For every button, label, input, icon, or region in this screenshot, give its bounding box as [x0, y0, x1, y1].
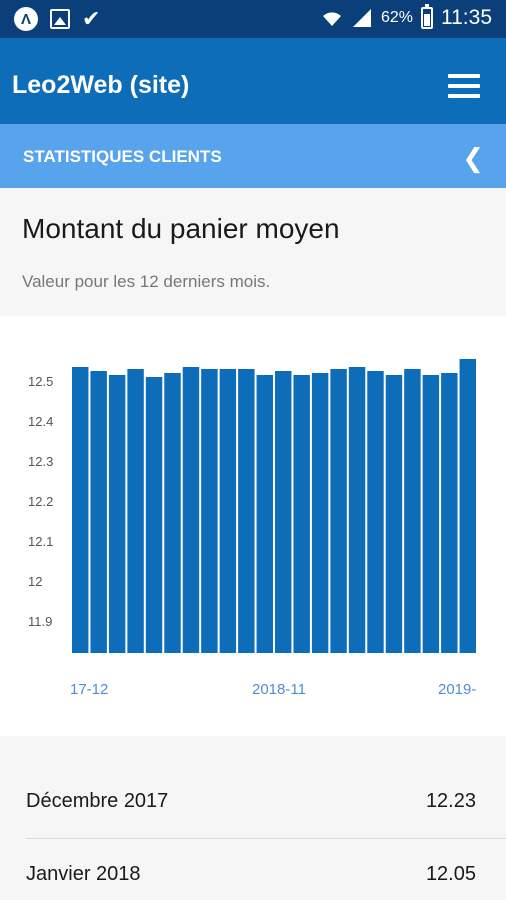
chart-bar[interactable]	[275, 371, 292, 653]
app-title: Leo2Web (site)	[12, 71, 190, 99]
x-tick-label: 2019-	[438, 681, 476, 698]
row-label: Décembre 2017	[26, 790, 169, 812]
y-tick-label: 12.3	[28, 454, 53, 469]
y-tick-label: 12.1	[28, 534, 53, 549]
chart-bar[interactable]	[311, 373, 329, 653]
row-divider	[26, 838, 506, 839]
x-tick-label: 17-12	[70, 681, 108, 698]
chart-bar[interactable]	[145, 377, 163, 653]
status-system: 62% 11:35	[321, 4, 492, 30]
row-label: Janvier 2018	[26, 863, 141, 885]
chart-bar[interactable]	[293, 375, 310, 653]
chart-bar[interactable]	[404, 369, 421, 653]
chart-bar[interactable]	[182, 367, 200, 653]
row-value: 12.05	[425, 863, 476, 885]
y-tick-label: 12.2	[28, 494, 53, 509]
values-table: Décembre 2017 12.23 Janvier 2018 12.05	[0, 736, 506, 900]
chart-bar[interactable]	[422, 375, 440, 653]
chart-bar[interactable]	[367, 371, 384, 653]
table-row[interactable]: Janvier 2018 12.05	[0, 839, 506, 900]
table-row[interactable]: Décembre 2017 12.23	[0, 766, 506, 838]
chart-bar[interactable]	[127, 369, 144, 653]
y-tick-label: 11.9	[28, 614, 52, 629]
app-bar: Leo2Web (site)	[0, 38, 506, 124]
chart-bar[interactable]	[348, 367, 366, 653]
y-tick-label: 12.4	[28, 414, 53, 429]
card-header: Montant du panier moyen Valeur pour les …	[0, 188, 506, 316]
status-bar: Λ ✔ 62% 11:35	[0, 0, 506, 38]
wifi-icon	[322, 12, 341, 26]
chart-svg: 12.5 12.4 12.3 12.2 12.1 12 11.9 17-12 2018-11 20…	[28, 359, 476, 698]
chevron-left-icon[interactable]: ❮	[462, 143, 484, 173]
row-value: 12.23	[425, 790, 476, 812]
chart-bar[interactable]	[108, 375, 126, 653]
battery-icon	[421, 4, 433, 29]
image-icon	[50, 9, 70, 29]
chart-bar[interactable]	[256, 375, 273, 653]
battery-percent: 62%	[380, 9, 413, 26]
chart-bar[interactable]	[459, 359, 476, 653]
y-tick-label: 12.5	[28, 374, 53, 389]
card-title: Montant du panier moyen	[22, 213, 340, 244]
chart-bar[interactable]	[219, 369, 237, 653]
card-subtitle: Valeur pour les 12 derniers mois.	[22, 272, 271, 291]
chart-bar[interactable]	[164, 373, 181, 653]
chart-bar[interactable]	[238, 369, 255, 653]
section-bar: STATISTIQUES CLIENTS ❮	[0, 124, 506, 188]
chart-bar[interactable]	[72, 367, 89, 653]
chart-bar[interactable]	[441, 373, 458, 653]
chart-bar[interactable]	[201, 369, 218, 653]
x-tick-label: 2018-11	[252, 681, 306, 698]
chart-bar[interactable]	[385, 375, 403, 653]
bar-chart: 12.5 12.4 12.3 12.2 12.1 12 11.9 17-12 2018-11 20…	[0, 316, 506, 736]
app-a-icon: Λ	[14, 7, 38, 31]
y-tick-label: 12	[28, 574, 42, 589]
chart-bar[interactable]	[330, 369, 347, 653]
section-title: STATISTIQUES CLIENTS	[23, 147, 222, 166]
check-download-icon: ✔	[82, 6, 101, 31]
status-notifications: Λ ✔	[14, 7, 100, 31]
signal-icon	[352, 9, 371, 27]
chart-bar[interactable]	[90, 371, 107, 653]
hamburger-menu-icon[interactable]	[448, 74, 480, 98]
clock: 11:35	[441, 6, 492, 29]
